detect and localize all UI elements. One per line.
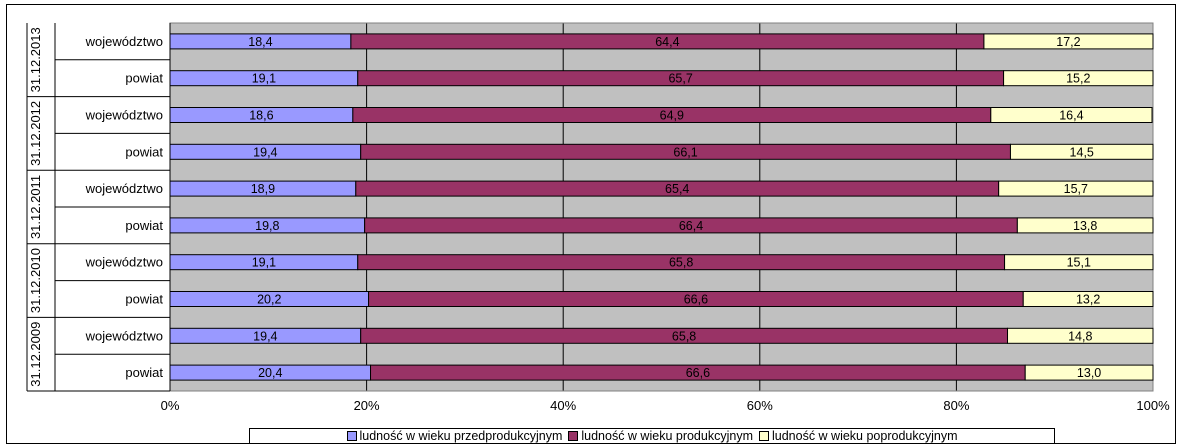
x-tick-label: 40%: [550, 398, 576, 413]
data-label: 64,4: [655, 35, 679, 49]
bar-segment: [1003, 70, 1154, 87]
legend-item-przedprodukcyjny: ludność w wieku przedprodukcyjnym: [346, 429, 563, 443]
data-label: 66,6: [684, 293, 708, 307]
category-label: województwo: [85, 108, 163, 123]
bar-segment: [998, 180, 1154, 197]
x-tick-label: 100%: [1136, 398, 1170, 413]
chart-frame: 18,4 64,4 17,2 województwo 19,1 65,7 15,2 powia…: [6, 4, 1176, 444]
data-label: 13,8: [1073, 219, 1097, 233]
data-label: 18,6: [249, 109, 273, 123]
bar-segment: [1024, 364, 1154, 381]
data-label: 14,8: [1068, 329, 1092, 343]
data-label: 15,7: [1064, 182, 1088, 196]
bar-segment: [1007, 327, 1154, 344]
category-label: powiat: [125, 292, 163, 307]
data-label: 20,2: [257, 293, 281, 307]
data-label: 13,0: [1077, 366, 1101, 380]
data-label: 16,4: [1059, 109, 1083, 123]
x-tick-label: 80%: [943, 398, 969, 413]
data-label: 65,7: [668, 72, 692, 86]
data-label: 64,9: [660, 109, 684, 123]
data-label: 19,8: [255, 219, 279, 233]
stacked-bar-chart: 18,4 64,4 17,2 województwo 19,1 65,7 15,2 powia…: [26, 22, 1170, 413]
data-label: 18,9: [251, 182, 275, 196]
data-label: 19,1: [252, 256, 276, 270]
data-label: 17,2: [1056, 35, 1080, 49]
data-label: 15,2: [1066, 72, 1090, 86]
data-label: 65,8: [672, 329, 696, 343]
data-label: 14,5: [1070, 145, 1094, 159]
bar-segment: [1016, 217, 1154, 234]
category-label: województwo: [85, 181, 163, 196]
data-label: 66,6: [686, 366, 710, 380]
data-label: 19,4: [253, 145, 277, 159]
data-label: 65,4: [665, 182, 689, 196]
bar-segment: [1004, 254, 1154, 271]
data-label: 20,4: [258, 366, 282, 380]
legend-item-produkcyjny: ludność w wieku produkcyjnym: [568, 429, 753, 443]
legend-label-poprodukcyjny: ludność w wieku poprodukcyjnym: [771, 429, 958, 443]
group-label: 31.12.2010: [28, 248, 43, 313]
legend-swatch-poprodukcyjny: [758, 431, 769, 441]
bar-segment: [990, 107, 1153, 123]
data-label: 65,8: [669, 256, 693, 270]
category-label: powiat: [125, 144, 163, 159]
group-label: 31.12.2011: [28, 175, 43, 239]
category-label: powiat: [125, 71, 163, 86]
x-tick-label: 60%: [747, 398, 773, 413]
bar-segment: [1022, 291, 1154, 307]
category-label: województwo: [85, 34, 163, 49]
data-label: 66,4: [679, 219, 703, 233]
group-label: 31.12.2013: [28, 27, 43, 92]
data-label: 18,4: [248, 35, 272, 49]
data-label: 19,4: [253, 329, 277, 343]
data-label: 13,2: [1076, 293, 1100, 307]
data-label: 19,1: [252, 72, 276, 86]
legend-label-produkcyjny: ludność w wieku produkcyjnym: [581, 429, 753, 443]
x-tick-label: 20%: [354, 398, 380, 413]
data-label: 15,1: [1067, 256, 1091, 270]
legend-label-przedprodukcyjny: ludność w wieku przedprodukcyjnym: [359, 429, 563, 443]
group-label: 31.12.2012: [28, 101, 43, 166]
legend: ludność w wieku przedprodukcyjnym ludnoś…: [249, 428, 1055, 444]
data-label: 66,1: [673, 145, 697, 159]
category-label: powiat: [125, 218, 163, 233]
category-label: powiat: [125, 365, 163, 380]
legend-item-poprodukcyjny: ludność w wieku poprodukcyjnym: [758, 429, 958, 443]
category-label: województwo: [85, 255, 163, 270]
category-label: województwo: [85, 328, 163, 343]
bar-segment: [983, 33, 1154, 50]
x-tick-label: 0%: [161, 398, 180, 413]
legend-swatch-produkcyjny: [568, 431, 579, 441]
bar-segment: [1009, 143, 1154, 160]
legend-swatch-przedprodukcyjny: [346, 431, 357, 441]
group-label: 31.12.2009: [28, 322, 43, 387]
